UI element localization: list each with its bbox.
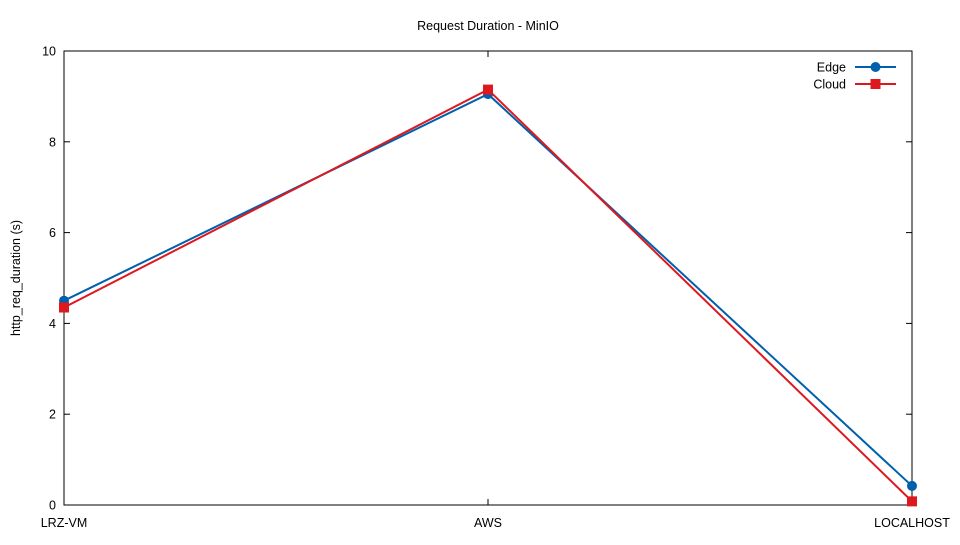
- y-tick-label: 8: [49, 135, 56, 149]
- data-point: [483, 84, 493, 95]
- series-cloud: [59, 84, 917, 507]
- axis-ticks: 0 2 4 6 8 10 LRZ-VM AWS LOCALHOST: [41, 45, 950, 531]
- data-point: [907, 480, 917, 491]
- series-group: [59, 84, 917, 507]
- legend-label: Cloud: [813, 78, 846, 92]
- y-tick-label: 10: [42, 45, 56, 59]
- x-tick-label: LOCALHOST: [874, 516, 950, 530]
- y-tick-label: 0: [49, 499, 56, 513]
- legend-marker: [870, 79, 881, 89]
- legend-label: Edge: [817, 61, 846, 75]
- series-edge: [59, 89, 917, 491]
- y-tick-label: 6: [49, 226, 56, 240]
- legend-item: Edge: [817, 61, 896, 75]
- legend: Edge Cloud: [813, 61, 896, 92]
- y-tick-label: 2: [49, 408, 56, 422]
- series-line: [63, 88, 913, 503]
- x-tick-label: AWS: [474, 516, 502, 530]
- legend-item: Cloud: [813, 78, 896, 92]
- chart-title: Request Duration - MinIO: [417, 19, 559, 33]
- series-line: [63, 92, 913, 487]
- plot-frame: [63, 50, 913, 506]
- data-point: [907, 496, 917, 507]
- y-axis-label: http_req_duration (s): [9, 220, 23, 336]
- legend-marker: [870, 62, 881, 72]
- y-tick-label: 4: [49, 317, 56, 331]
- x-tick-label: LRZ-VM: [41, 516, 88, 530]
- data-point: [59, 302, 69, 313]
